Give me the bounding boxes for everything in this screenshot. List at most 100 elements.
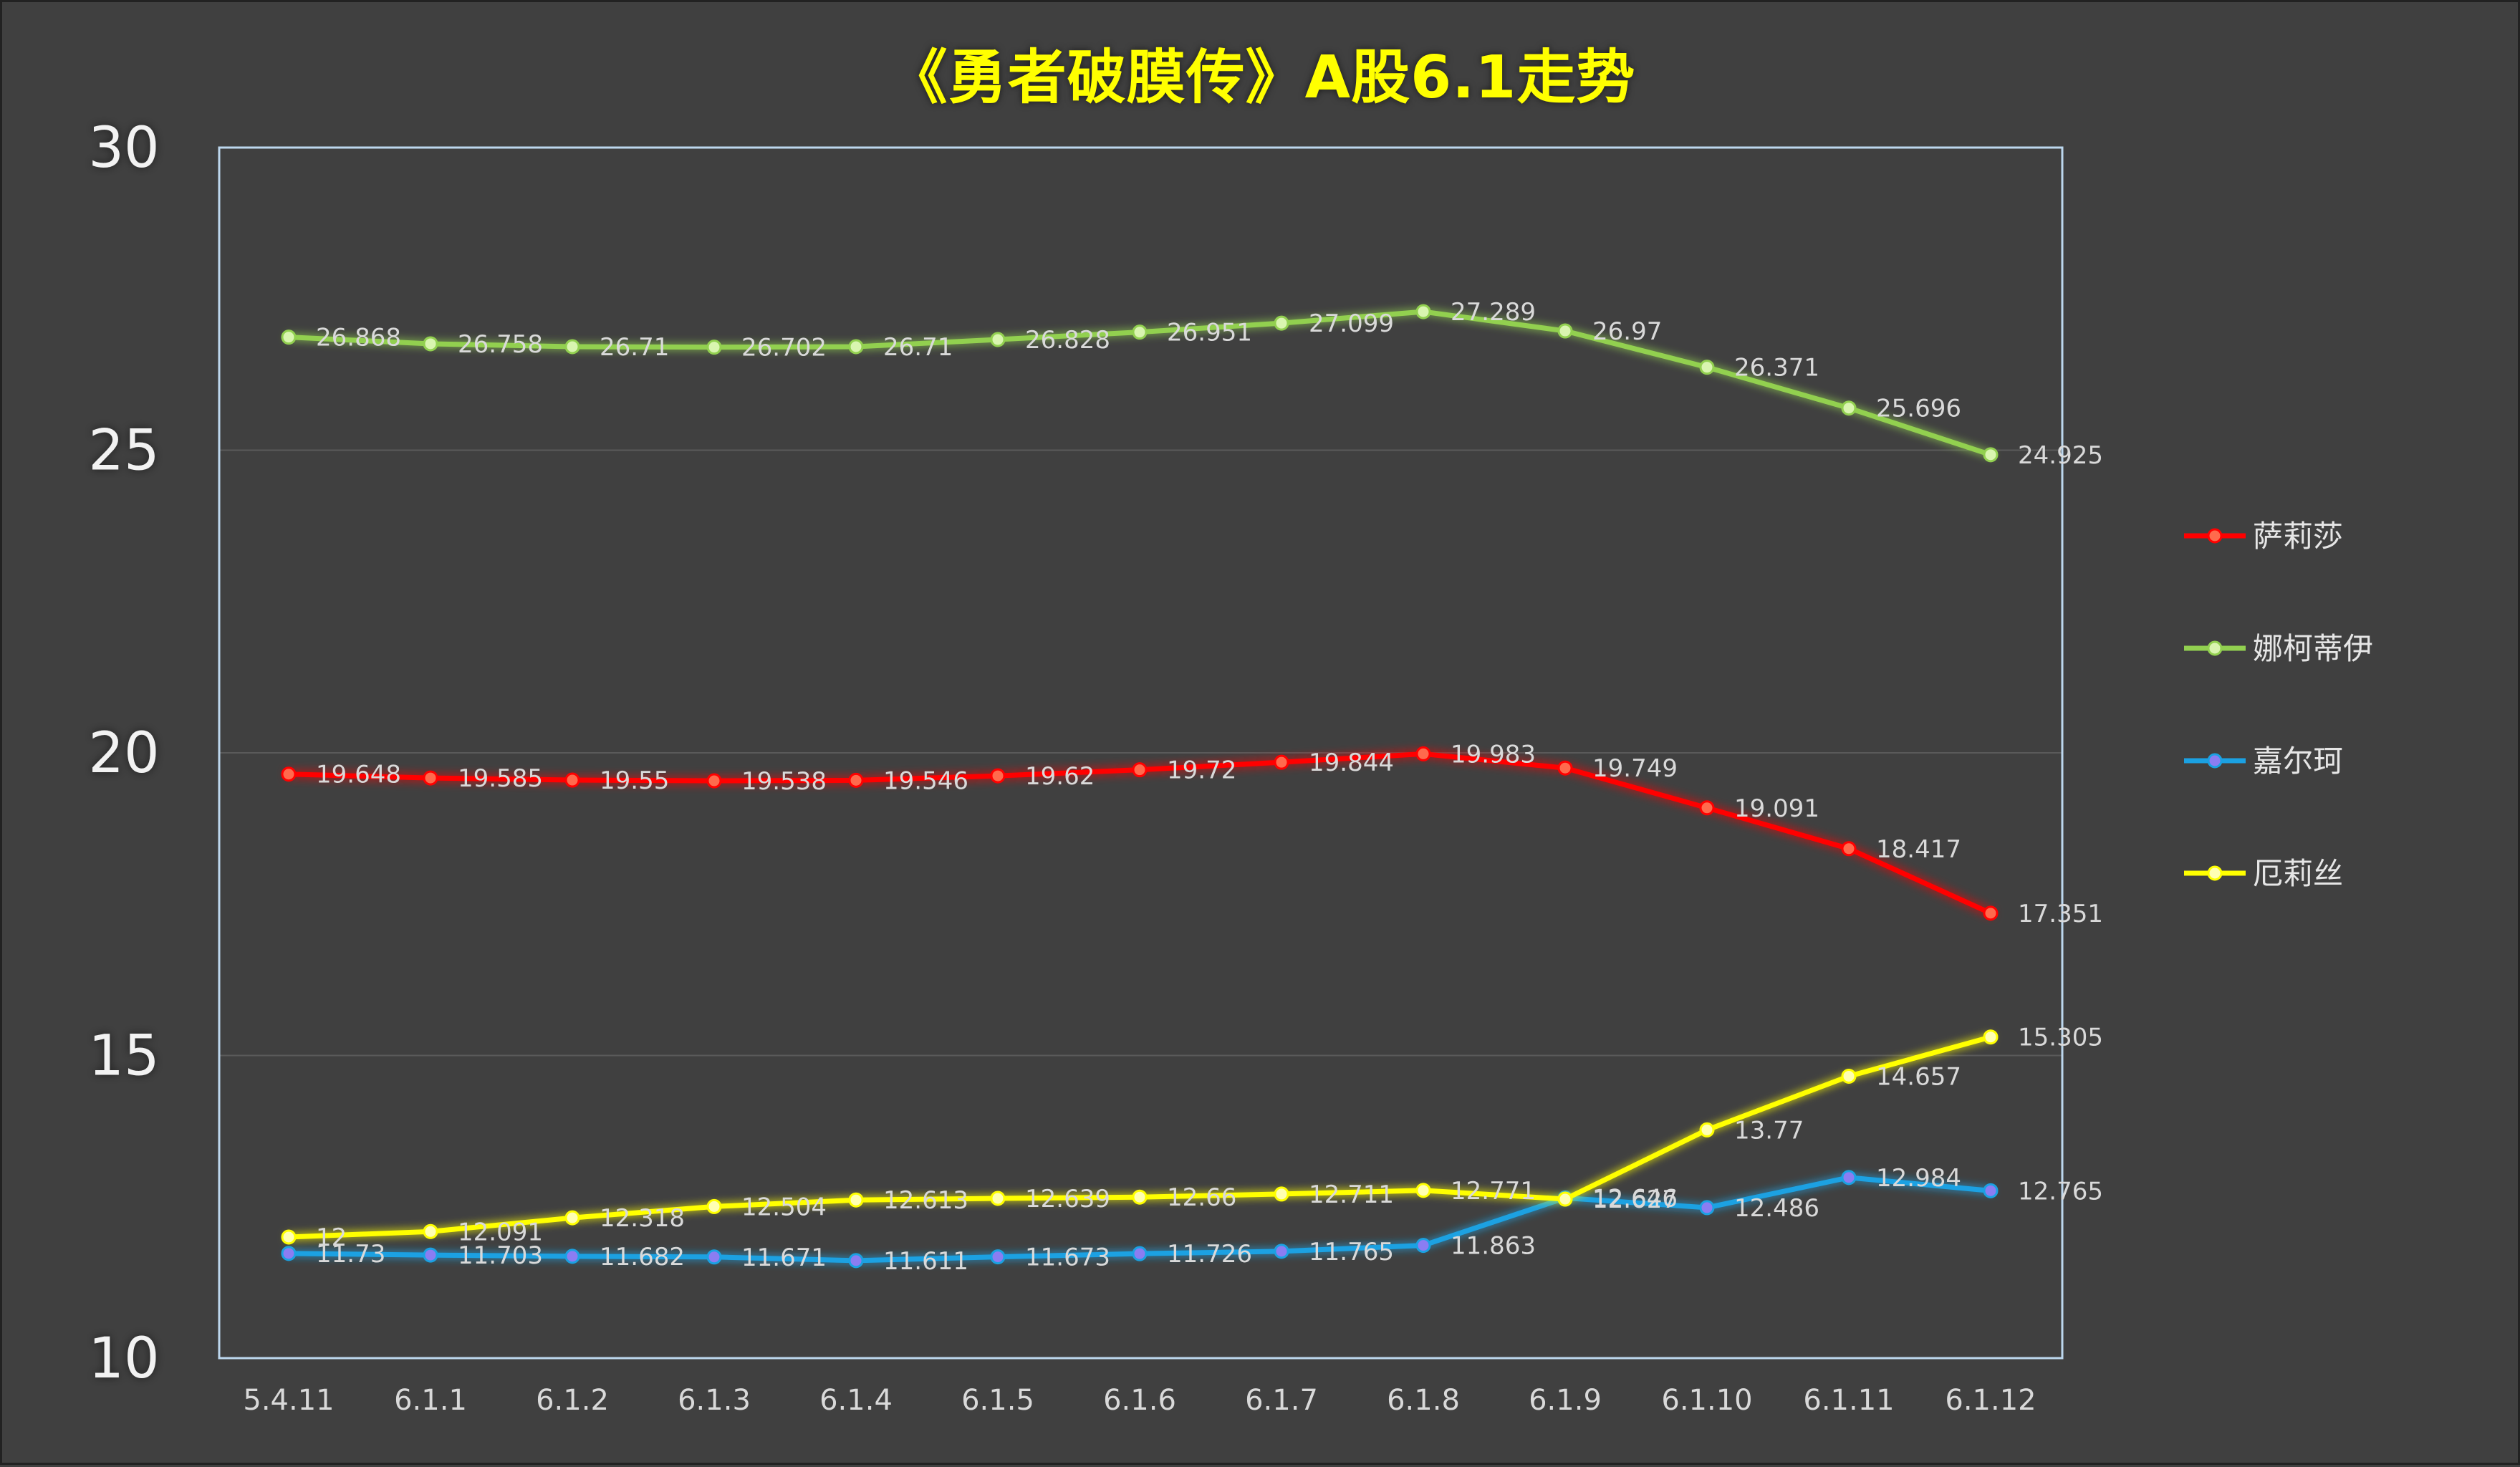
data-point: [281, 1229, 297, 1245]
legend-item: 嘉尔珂: [2184, 744, 2343, 779]
data-point: [1983, 905, 1999, 921]
data-label: 12.66: [1167, 1183, 1236, 1212]
x-tick-label: 6.1.7: [1245, 1384, 1318, 1417]
data-point: [1415, 1183, 1431, 1198]
data-point: [848, 1192, 864, 1208]
legend-marker: [2207, 640, 2223, 656]
data-label: 26.97: [1592, 317, 1662, 346]
y-tick-label: 25: [88, 419, 159, 484]
y-tick-label: 15: [88, 1024, 159, 1089]
data-point: [1557, 323, 1573, 339]
data-label: 19.585: [458, 764, 543, 793]
data-label: 19.844: [1309, 749, 1394, 777]
data-point: [1557, 760, 1573, 776]
x-tick-label: 6.1.5: [961, 1384, 1034, 1417]
data-point: [1274, 315, 1289, 331]
x-tick-label: 6.1.3: [678, 1384, 751, 1417]
data-point: [1699, 1200, 1715, 1216]
data-label: 11.703: [458, 1241, 543, 1270]
data-point: [1132, 324, 1148, 340]
data-label: 13.77: [1734, 1116, 1804, 1145]
data-label: 19.546: [883, 766, 968, 795]
data-point: [1983, 1029, 1999, 1045]
data-label: 12.318: [600, 1204, 685, 1233]
data-point: [848, 772, 864, 788]
data-point: [423, 1247, 438, 1263]
x-tick-label: 6.1.10: [1661, 1384, 1752, 1417]
data-point: [848, 339, 864, 355]
legend-label: 厄莉丝: [2253, 856, 2343, 891]
data-label: 25.696: [1876, 395, 1961, 423]
y-tick-label: 10: [88, 1327, 159, 1391]
y-tick-label: 20: [88, 721, 159, 786]
data-label: 12.627: [1592, 1185, 1678, 1214]
data-labels: 19.648 19.585 19.55 19.538 19.546 19.62 19.72 1…: [316, 298, 2103, 1276]
legend-marker: [2207, 528, 2223, 544]
data-label: 26.71: [883, 333, 953, 362]
data-label: 12: [316, 1223, 347, 1252]
data-label: 26.371: [1734, 354, 1819, 383]
data-point: [1983, 1183, 1999, 1198]
data-label: 19.62: [1025, 762, 1095, 791]
data-point: [281, 1246, 297, 1261]
data-point: [706, 1249, 722, 1265]
data-point: [990, 768, 1006, 784]
data-label: 12.613: [883, 1186, 968, 1215]
data-label: 12.646: [1592, 1184, 1678, 1213]
series-0: [281, 746, 1999, 921]
data-point: [1132, 1189, 1148, 1205]
data-point: [990, 332, 1006, 347]
chart-title: 《勇者破膜传》A股6.1走势: [888, 44, 1636, 112]
data-point: [706, 773, 722, 789]
data-point: [1274, 1186, 1289, 1202]
data-label: 18.417: [1876, 835, 1961, 864]
data-label: 19.091: [1734, 794, 1819, 823]
data-point: [1699, 1122, 1715, 1137]
data-point: [706, 1198, 722, 1214]
data-label: 15.305: [2018, 1024, 2103, 1052]
data-point: [1841, 841, 1857, 857]
legend-marker: [2207, 865, 2223, 881]
data-point: [1983, 447, 1999, 463]
data-label: 12.765: [2018, 1177, 2103, 1206]
x-tick-label: 6.1.8: [1387, 1384, 1460, 1417]
data-label: 11.73: [316, 1240, 385, 1269]
x-tick-label: 6.1.12: [1945, 1384, 2036, 1417]
data-label: 27.099: [1309, 309, 1394, 338]
data-label: 26.951: [1167, 319, 1252, 347]
data-label: 12.091: [458, 1218, 543, 1246]
grid-lines: [219, 449, 2062, 1057]
data-label: 12.711: [1309, 1180, 1394, 1209]
legend-item: 娜柯蒂伊: [2184, 631, 2373, 666]
x-tick-label: 6.1.4: [819, 1384, 893, 1417]
x-tick-label: 5.4.11: [243, 1384, 334, 1417]
data-point: [848, 1253, 864, 1269]
y-axis: 10 15 20 25 30: [88, 116, 159, 1391]
data-label: 12.984: [1876, 1164, 1961, 1193]
data-point: [423, 336, 438, 352]
data-point: [706, 340, 722, 355]
data-point: [1274, 754, 1289, 770]
legend-label: 娜柯蒂伊: [2253, 631, 2373, 666]
data-point: [564, 1249, 580, 1264]
series-1: [281, 304, 1999, 463]
series-2: [281, 1170, 1999, 1269]
legend-item: 厄莉丝: [2184, 856, 2343, 891]
data-label: 11.863: [1451, 1232, 1536, 1261]
data-label: 26.868: [316, 324, 401, 352]
data-label: 12.504: [741, 1193, 827, 1221]
series-layer: [281, 304, 1999, 1269]
data-point: [1841, 1170, 1857, 1185]
legend-label: 嘉尔珂: [2253, 744, 2343, 779]
data-label: 26.828: [1025, 326, 1110, 355]
series-line: [286, 751, 1994, 916]
data-point: [1274, 1244, 1289, 1259]
data-label: 11.671: [741, 1244, 827, 1272]
data-point: [1415, 1238, 1431, 1254]
data-label: 19.72: [1167, 756, 1236, 785]
data-point: [1841, 1068, 1857, 1084]
data-point: [564, 1210, 580, 1226]
